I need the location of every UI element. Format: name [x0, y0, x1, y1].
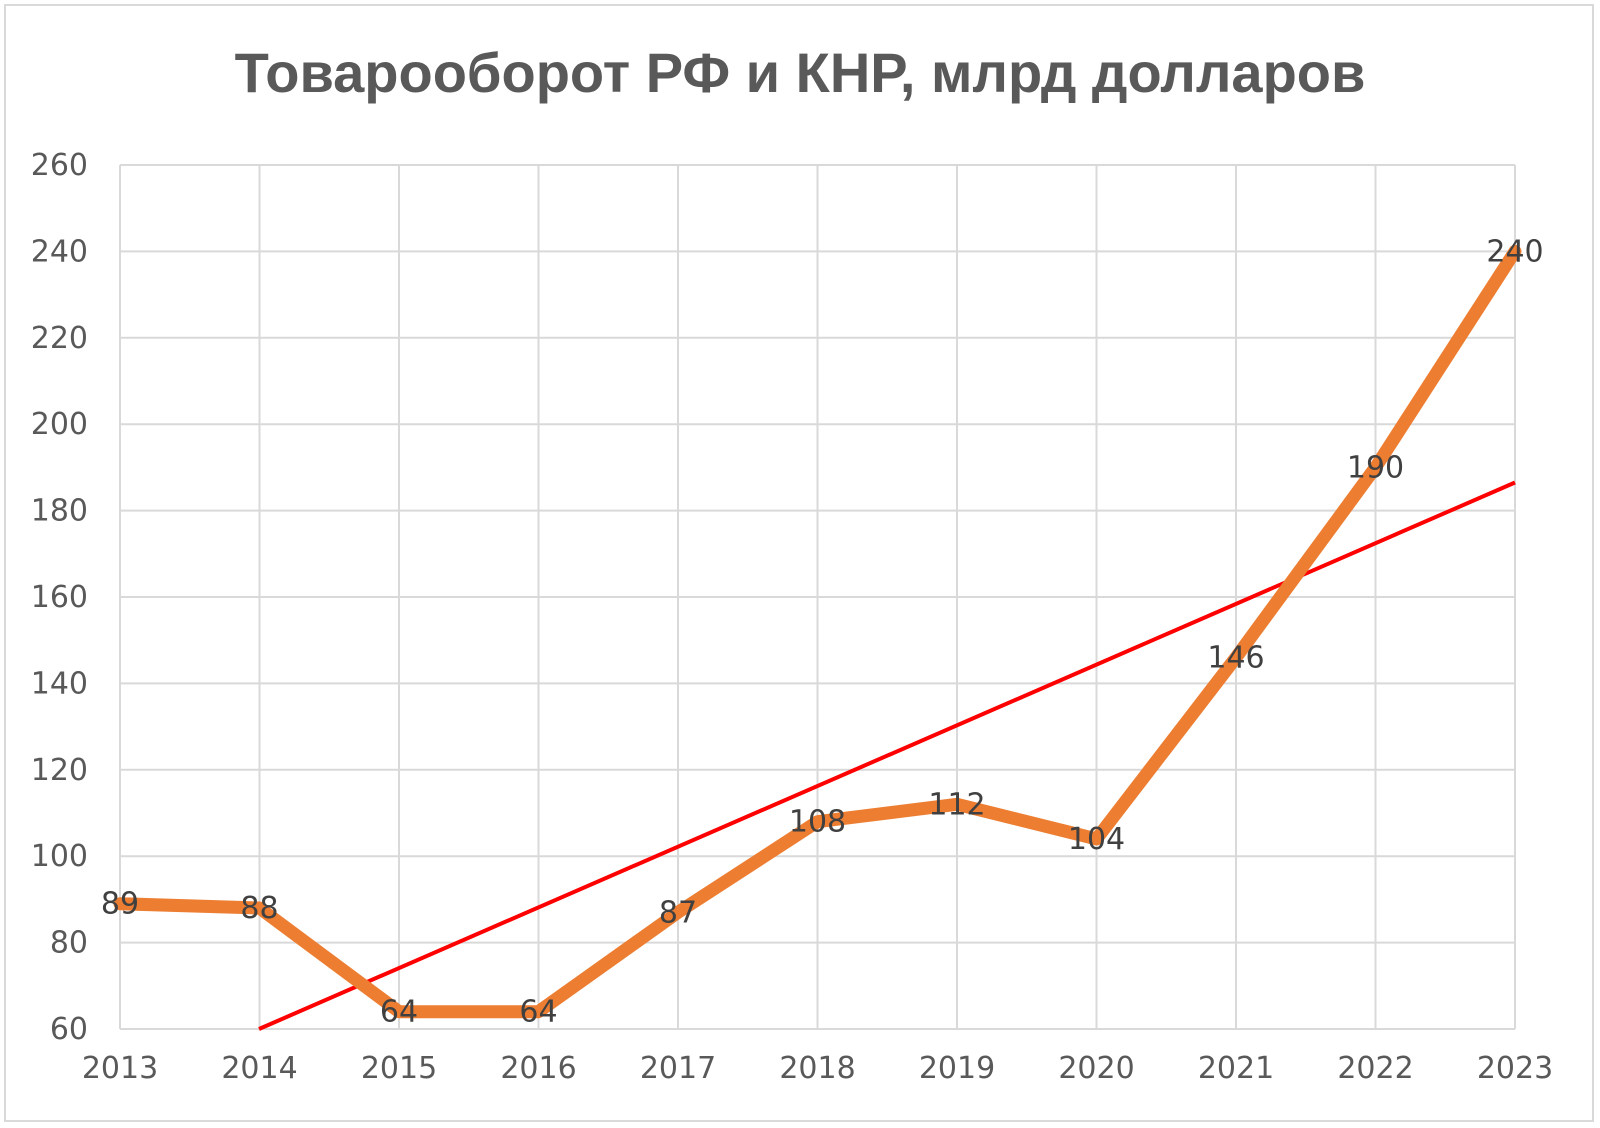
x-tick-label: 2023: [1477, 1051, 1553, 1086]
x-tick-label: 2018: [779, 1051, 855, 1086]
x-tick-label: 2013: [82, 1051, 158, 1086]
data-labels: 89 88 64 64 87 108 112 104 146 190 240: [101, 234, 1544, 1029]
data-label: 64: [519, 995, 557, 1030]
y-tick-label: 160: [31, 580, 88, 615]
data-label: 240: [1486, 234, 1543, 269]
x-tick-label: 2019: [919, 1051, 995, 1086]
x-tick-label: 2021: [1198, 1051, 1274, 1086]
data-label: 64: [380, 995, 418, 1030]
data-label: 87: [659, 895, 697, 930]
x-tick-label: 2022: [1337, 1051, 1413, 1086]
x-axis-ticks: 2013 2014 2015 2016 2017 2018 2019 2020 2021 2022…: [82, 1051, 1553, 1086]
data-label: 190: [1347, 450, 1404, 485]
y-tick-label: 120: [31, 753, 88, 788]
trendline-group: [258, 480, 1516, 1031]
x-tick-label: 2017: [640, 1051, 716, 1086]
x-tick-label: 2014: [221, 1051, 297, 1086]
trendline: [258, 480, 1516, 1031]
y-tick-label: 60: [50, 1012, 88, 1047]
data-label: 146: [1207, 640, 1264, 675]
x-tick-label: 2020: [1058, 1051, 1134, 1086]
y-axis-ticks: 60 80 100 120 140 160 180 200 220 240 260: [31, 148, 88, 1047]
y-tick-label: 220: [31, 321, 88, 356]
data-label: 108: [789, 805, 846, 840]
y-tick-label: 100: [31, 839, 88, 874]
series-group: [113, 244, 1522, 1019]
y-tick-label: 260: [31, 148, 88, 183]
data-label: 104: [1068, 822, 1125, 857]
grid: [119, 164, 1516, 1030]
y-tick-label: 240: [31, 234, 88, 269]
chart-title: Товарооборот РФ и КНР, млрд долларов: [234, 41, 1366, 104]
data-label: 88: [240, 891, 278, 926]
data-label: 112: [928, 787, 985, 822]
x-tick-label: 2016: [500, 1051, 576, 1086]
y-tick-label: 180: [31, 494, 88, 529]
y-tick-label: 140: [31, 666, 88, 701]
x-tick-label: 2015: [361, 1051, 437, 1086]
y-tick-label: 200: [31, 407, 88, 442]
y-tick-label: 80: [50, 926, 88, 961]
data-label: 89: [101, 887, 139, 922]
series-line: [113, 244, 1522, 1019]
